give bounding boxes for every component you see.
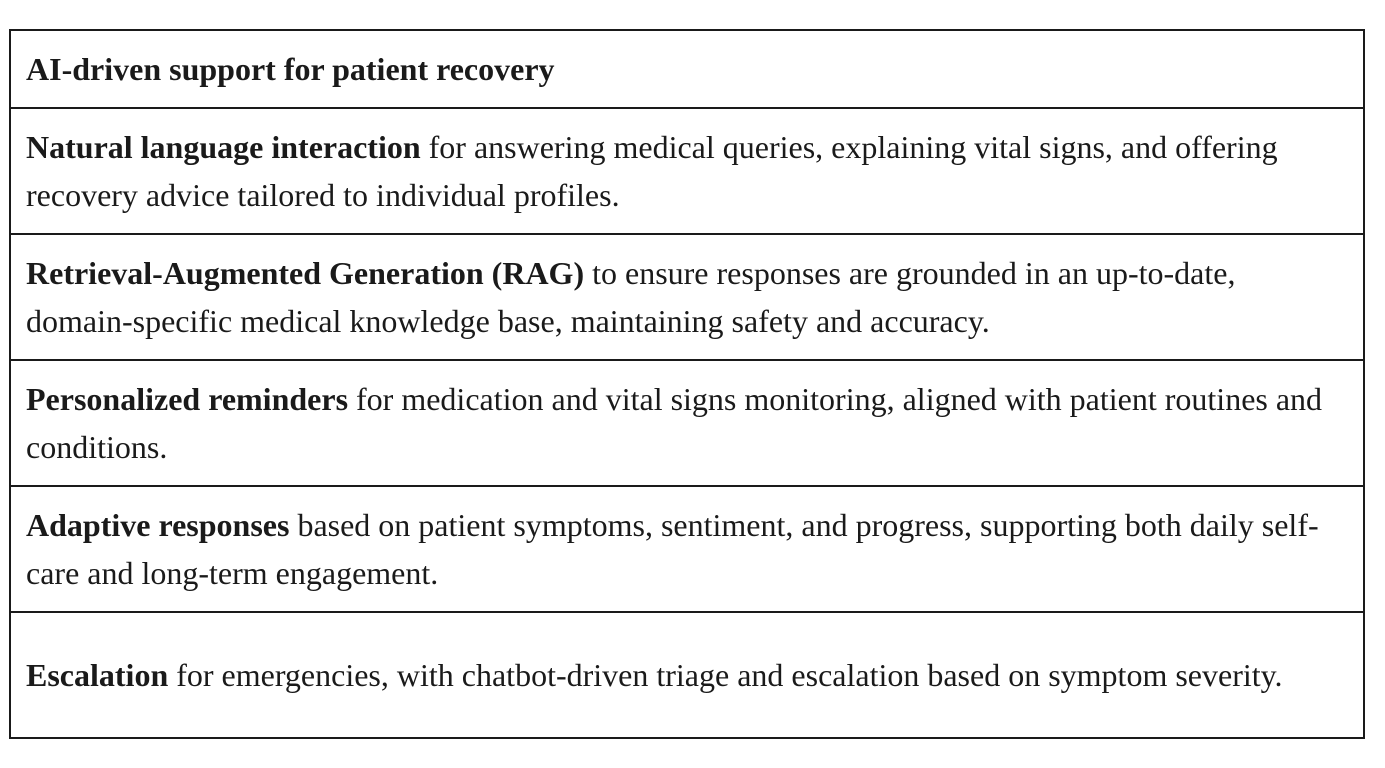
feature-description: for medication and vital signs monitorin… bbox=[26, 381, 1323, 465]
feature-term: Retrieval-Augmented Generation (RAG) bbox=[26, 255, 585, 291]
table-row: Adaptive responses based on patient symp… bbox=[9, 485, 1365, 613]
feature-term: Natural language interaction bbox=[26, 129, 421, 165]
table-row: Personalized reminders for medication an… bbox=[9, 359, 1365, 487]
table-header-cell: AI-driven support for patient recovery bbox=[9, 29, 1365, 109]
feature-term: Escalation bbox=[26, 657, 169, 693]
table-cell: Natural language interaction for answeri… bbox=[9, 107, 1365, 235]
feature-description: based on patient symptoms, sentiment, an… bbox=[26, 507, 1319, 591]
table-cell: Escalation for emergencies, with chatbot… bbox=[9, 611, 1365, 739]
feature-term: Personalized reminders bbox=[26, 381, 349, 417]
table-row: Retrieval-Augmented Generation (RAG) to … bbox=[9, 233, 1365, 361]
table-cell: Retrieval-Augmented Generation (RAG) to … bbox=[9, 233, 1365, 361]
table-header-row: AI-driven support for patient recovery bbox=[9, 29, 1365, 109]
feature-description: for answering medical queries, explainin… bbox=[26, 129, 1278, 213]
table-row: Natural language interaction for answeri… bbox=[9, 107, 1365, 235]
feature-table: AI-driven support for patient recovery N… bbox=[9, 29, 1365, 739]
feature-description: for emergencies, with chatbot-driven tri… bbox=[168, 657, 1283, 693]
table-cell: Personalized reminders for medication an… bbox=[9, 359, 1365, 487]
table-row: Escalation for emergencies, with chatbot… bbox=[9, 611, 1365, 739]
table-cell: Adaptive responses based on patient symp… bbox=[9, 485, 1365, 613]
feature-description: to ensure responses are grounded in an u… bbox=[26, 255, 1236, 339]
feature-term: Adaptive responses bbox=[26, 507, 290, 543]
